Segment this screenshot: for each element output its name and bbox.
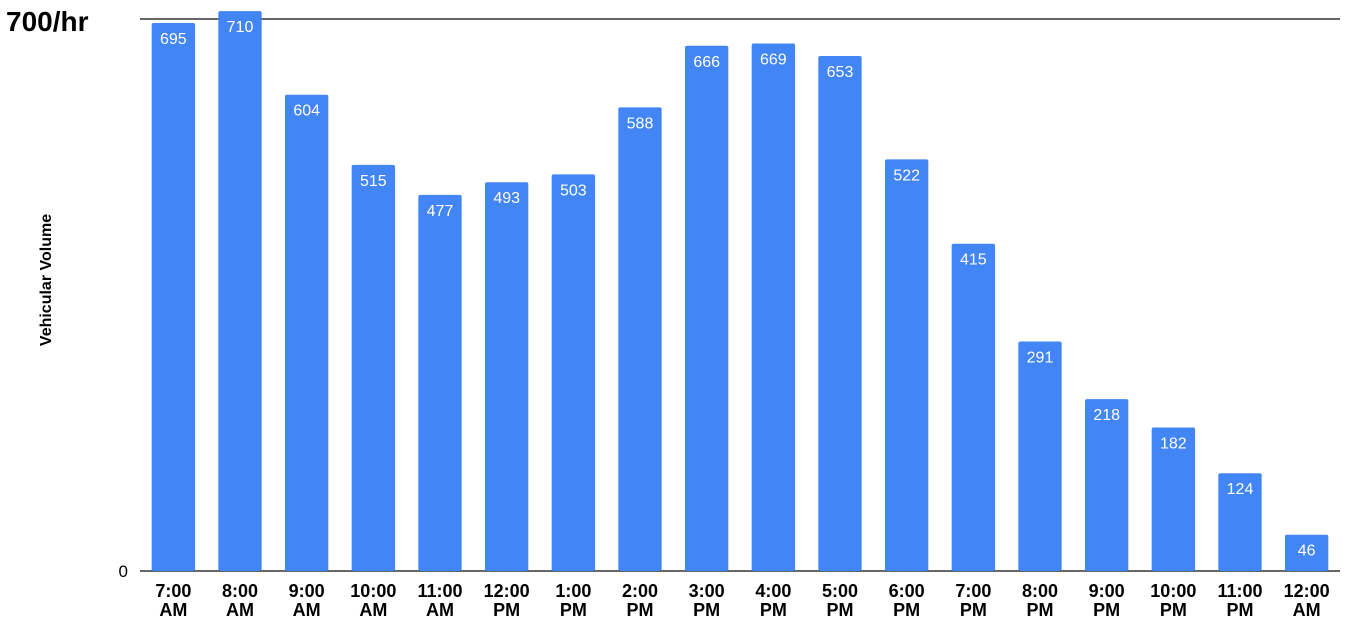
data-label-8: 666: [693, 54, 720, 71]
bar-15: [1151, 427, 1195, 571]
x-tick-label-17-line-0: 12:00: [1284, 581, 1330, 601]
data-label-16: 124: [1227, 481, 1254, 498]
bars-group: [151, 11, 1329, 572]
x-tick-label-2-line-0: 9:00: [289, 581, 325, 601]
x-tick-label-5-line-0: 12:00: [484, 581, 530, 601]
x-tick-labels-group: 7:00AM8:00AM9:00AM10:00AM11:00AM12:00PM1…: [155, 581, 1329, 620]
bar-5: [485, 182, 529, 572]
bar-13: [1018, 341, 1062, 571]
x-tick-label-8-line-1: PM: [693, 600, 720, 620]
x-tick-label-1-line-0: 8:00: [222, 581, 258, 601]
x-tick-label-5-line-1: PM: [493, 600, 520, 620]
data-label-14: 218: [1093, 407, 1120, 424]
x-tick-label-10-line-1: PM: [827, 600, 854, 620]
x-tick-label-11-line-0: 6:00: [889, 581, 925, 601]
data-label-6: 503: [560, 182, 587, 199]
bar-0: [151, 22, 195, 571]
data-label-10: 653: [827, 64, 854, 81]
x-tick-label-13-line-1: PM: [1027, 600, 1054, 620]
data-label-3: 515: [360, 173, 387, 190]
bar-14: [1085, 399, 1129, 571]
x-tick-label-0-line-1: AM: [159, 600, 187, 620]
x-tick-label-6-line-1: PM: [560, 600, 587, 620]
x-tick-label-12-line-1: PM: [960, 600, 987, 620]
bar-8: [685, 45, 729, 572]
x-tick-label-16-line-0: 11:00: [1217, 581, 1262, 601]
data-label-13: 291: [1027, 350, 1054, 367]
x-tick-label-7-line-1: PM: [627, 600, 654, 620]
data-label-1: 710: [227, 19, 254, 36]
bar-17: [1285, 534, 1329, 571]
y-tick-label-top: 700/hr: [6, 6, 89, 37]
data-labels-group: 695 710 604 515 477 493 503 588 666 669 653 522 415 2…: [160, 19, 1316, 560]
x-tick-label-13-line-0: 8:00: [1022, 581, 1058, 601]
data-label-9: 669: [760, 51, 787, 68]
bar-4: [418, 194, 462, 571]
bar-16: [1218, 473, 1262, 571]
y-axis-title: Vehicular Volume: [38, 214, 55, 346]
x-tick-label-7-line-0: 2:00: [622, 581, 658, 601]
x-tick-label-8-line-0: 3:00: [689, 581, 725, 601]
data-label-4: 477: [427, 203, 454, 220]
x-tick-label-1-line-1: AM: [226, 600, 254, 620]
x-tick-label-11-line-1: PM: [893, 600, 920, 620]
data-label-2: 604: [293, 103, 320, 120]
bar-7: [618, 107, 662, 571]
data-label-5: 493: [493, 190, 520, 207]
bar-9: [751, 43, 795, 571]
bar-11: [885, 159, 929, 571]
bar-6: [551, 174, 595, 571]
x-tick-label-0-line-0: 7:00: [155, 581, 191, 601]
y-tick-label-zero: 0: [119, 562, 128, 581]
x-tick-label-4-line-1: AM: [426, 600, 454, 620]
x-tick-label-17-line-1: AM: [1293, 600, 1321, 620]
x-tick-label-16-line-1: PM: [1227, 600, 1254, 620]
bar-10: [818, 56, 862, 572]
x-tick-label-10-line-0: 5:00: [822, 581, 858, 601]
data-label-11: 522: [893, 167, 920, 184]
x-tick-label-15-line-1: PM: [1160, 600, 1187, 620]
data-label-12: 415: [960, 252, 987, 269]
x-tick-label-4-line-0: 11:00: [417, 581, 462, 601]
x-tick-label-2-line-1: AM: [293, 600, 321, 620]
data-label-15: 182: [1160, 435, 1187, 452]
bar-2: [285, 94, 329, 571]
x-tick-label-3-line-1: AM: [359, 600, 387, 620]
x-tick-label-12-line-0: 7:00: [955, 581, 991, 601]
bar-12: [951, 243, 995, 572]
data-label-7: 588: [627, 115, 654, 132]
data-label-0: 695: [160, 31, 187, 48]
x-tick-label-9-line-1: PM: [760, 600, 787, 620]
x-tick-label-14-line-0: 9:00: [1089, 581, 1125, 601]
x-tick-label-14-line-1: PM: [1093, 600, 1120, 620]
bar-1: [218, 11, 262, 572]
bar-3: [351, 164, 395, 571]
data-label-17: 46: [1298, 543, 1316, 560]
x-tick-label-6-line-0: 1:00: [555, 581, 591, 601]
x-tick-label-3-line-0: 10:00: [350, 581, 396, 601]
x-tick-label-15-line-0: 10:00: [1150, 581, 1196, 601]
x-tick-label-9-line-0: 4:00: [755, 581, 791, 601]
